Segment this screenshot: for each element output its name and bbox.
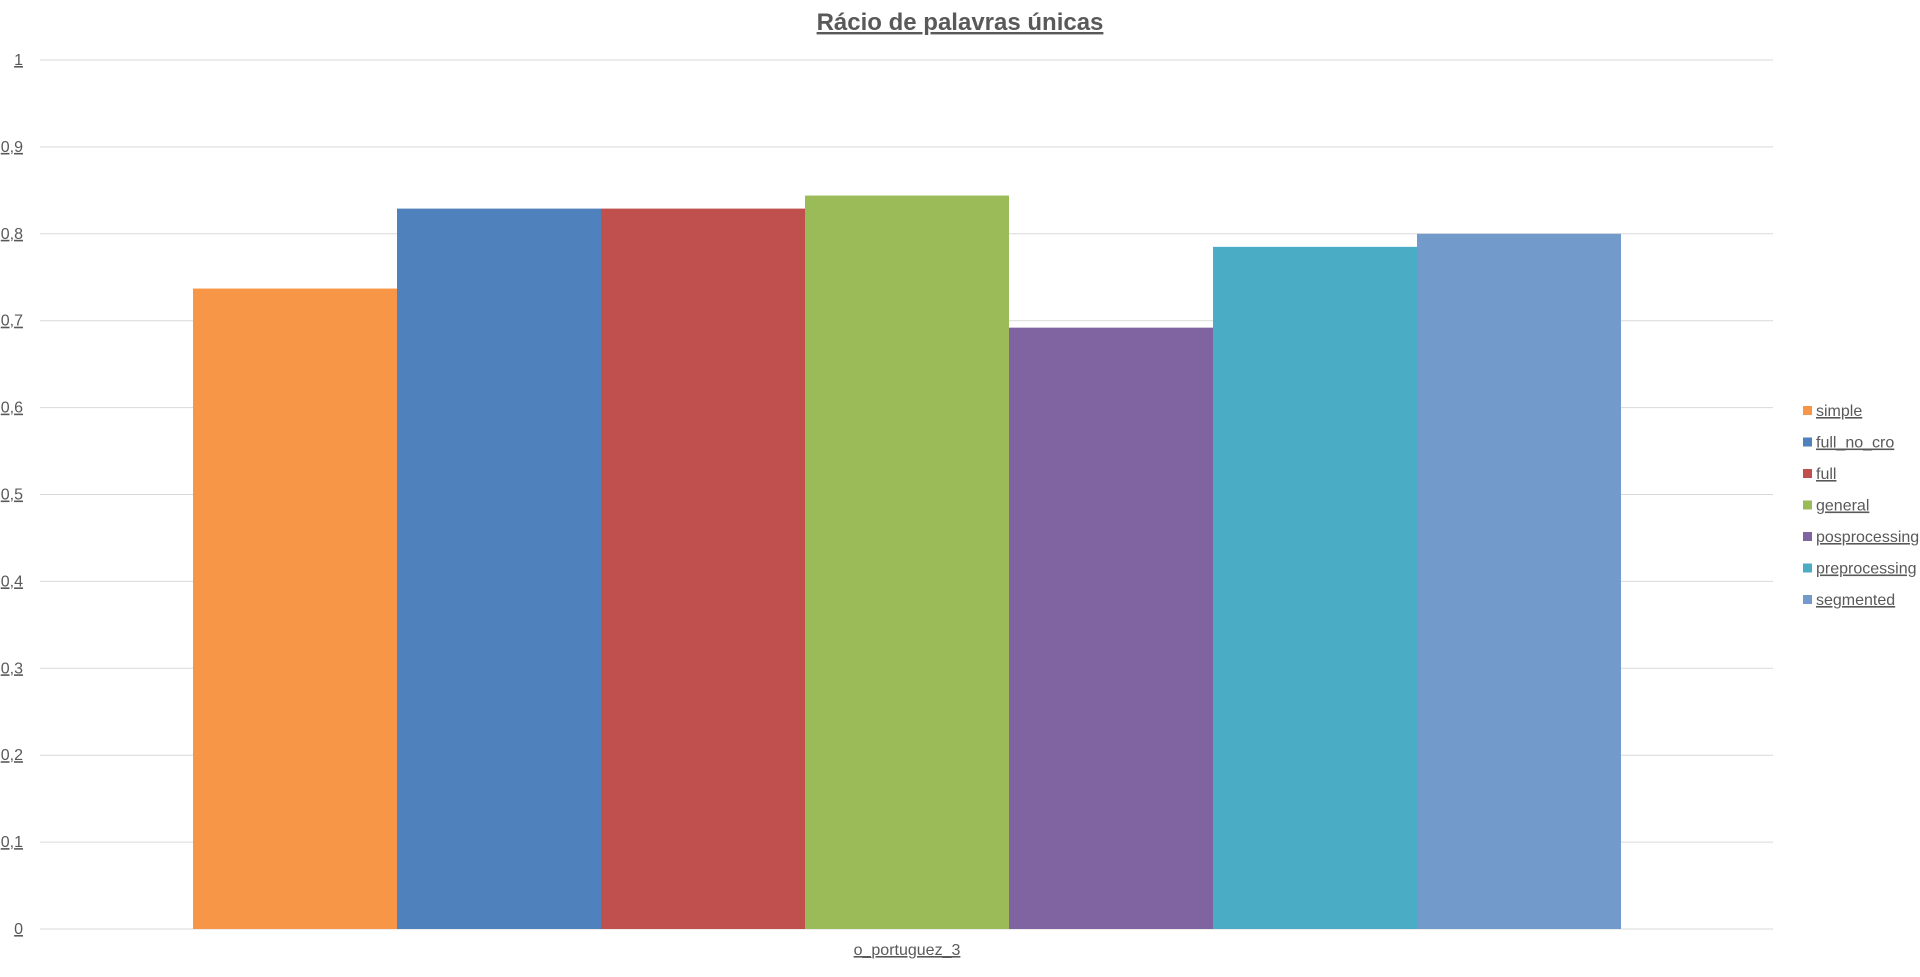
legend-swatch <box>1803 563 1812 573</box>
y-tick-label: 0,2 <box>1 747 23 764</box>
legend-swatch <box>1803 595 1812 604</box>
bar-posprocessing <box>1009 327 1213 930</box>
y-tick-label: 0,8 <box>1 226 23 243</box>
y-axis-ticks: 0 0,1 0,2 0,3 0,4 0,5 0,6 0,7 0,8 0,9 1 <box>1 52 23 938</box>
y-tick-label: 0,6 <box>1 400 23 417</box>
bar-full-no-cro <box>397 208 601 929</box>
legend-label: full_no_cro <box>1816 435 1894 452</box>
bars <box>193 195 1621 930</box>
legend-label: segmented <box>1816 592 1895 609</box>
y-tick-label: 1 <box>14 52 23 69</box>
y-tick-label: 0,3 <box>1 660 23 677</box>
bar-general <box>805 195 1009 930</box>
bar-preprocessing <box>1213 246 1417 929</box>
bar-segmented <box>1417 233 1621 930</box>
legend-swatch <box>1803 469 1812 478</box>
bar-full <box>601 208 805 929</box>
legend-label: preprocessing <box>1816 561 1917 578</box>
legend-label: general <box>1816 498 1869 515</box>
bar-simple <box>193 288 397 929</box>
y-tick-label: 0,5 <box>1 487 23 504</box>
x-axis-categories: o_portuguez_3 <box>854 942 961 959</box>
chart-title: Rácio de palavras únicas <box>817 9 1104 36</box>
y-tick-label: 0,9 <box>1 139 23 156</box>
legend-label: simple <box>1816 403 1862 420</box>
y-tick-label: 0,7 <box>1 313 23 330</box>
legend-swatch <box>1803 500 1812 510</box>
legend-label: full <box>1816 466 1836 483</box>
y-tick-label: 0,4 <box>1 573 23 590</box>
legend-swatch <box>1803 437 1812 447</box>
y-tick-label: 0,1 <box>1 834 23 851</box>
x-category-label: o_portuguez_3 <box>854 942 961 959</box>
legend-label: posprocessing <box>1816 529 1919 546</box>
y-tick-label: 0 <box>14 921 23 938</box>
legend-swatch <box>1803 532 1812 541</box>
legend-swatch <box>1803 406 1812 415</box>
